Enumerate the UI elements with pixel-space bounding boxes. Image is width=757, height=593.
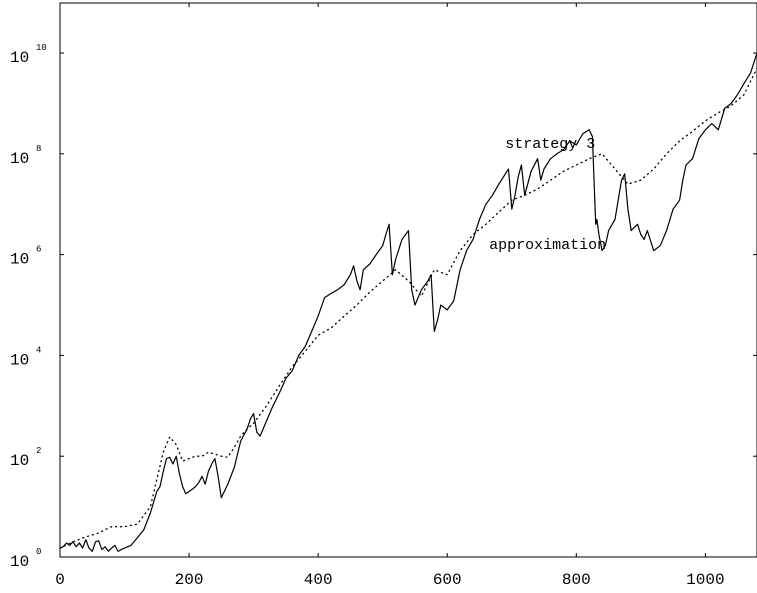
- y-tick-label-base: 10: [10, 452, 29, 470]
- y-tick-label-base: 10: [10, 251, 29, 269]
- y-tick-label-base: 10: [10, 351, 29, 369]
- y-tick-label-exponent: 8: [36, 144, 41, 154]
- y-tick-label-exponent: 4: [36, 345, 41, 355]
- plot-frame: [59, 2, 757, 558]
- x-tick-label: 200: [175, 571, 204, 589]
- y-tick-label-base: 10: [10, 49, 29, 67]
- y-tick-label-base: 10: [10, 150, 29, 168]
- x-axis-ticks: 0 200 400 600 800 1000: [55, 3, 725, 589]
- x-tick-label: 400: [304, 571, 333, 589]
- x-tick-label: 1000: [686, 571, 724, 589]
- y-tick-label-exponent: 0: [36, 547, 41, 557]
- x-tick-label: 0: [55, 571, 65, 589]
- y-tick-label-exponent: 2: [36, 446, 41, 456]
- y-axis-ticks: 10 0 10 2 10 4 10 6 10 8 10 10: [10, 43, 757, 571]
- series-strategy-3-line: [59, 52, 757, 552]
- y-tick-label-exponent: 6: [36, 245, 41, 255]
- x-tick-label: 600: [433, 571, 462, 589]
- annotation-strategy-3: strategy 3: [505, 136, 595, 153]
- x-tick-label: 800: [562, 571, 591, 589]
- annotation-approximation: approximation: [489, 237, 606, 254]
- y-tick-label-exponent: 10: [36, 43, 47, 53]
- series-approximation-line: [59, 67, 757, 549]
- y-tick-label-base: 10: [10, 553, 29, 571]
